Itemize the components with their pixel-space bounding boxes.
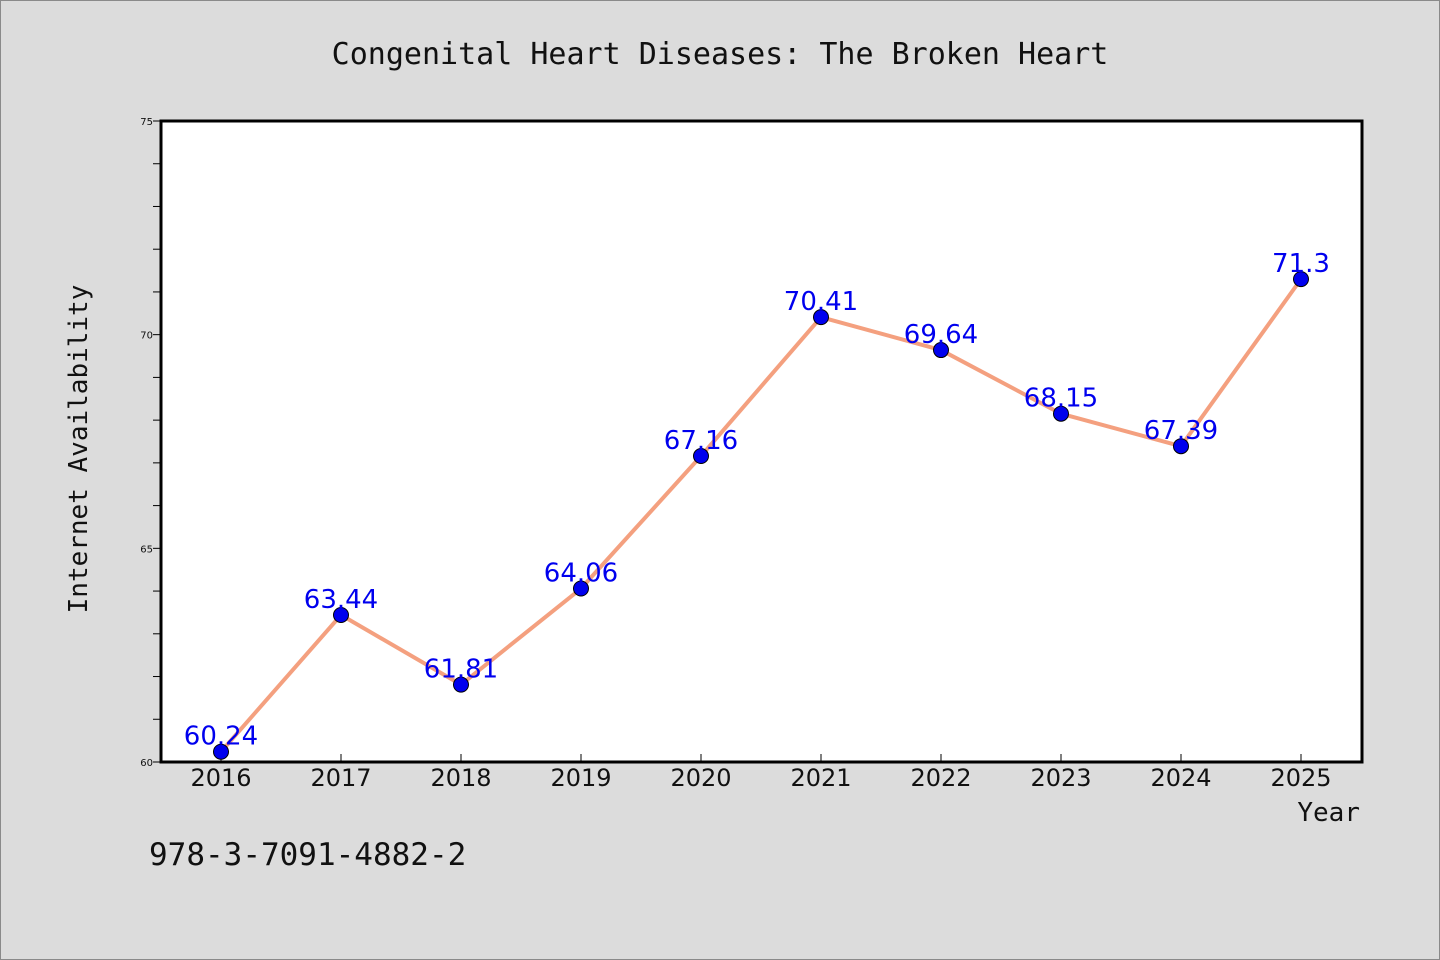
- data-label: 60.24: [184, 722, 258, 752]
- x-tick-label: 2023: [1030, 764, 1091, 792]
- data-label: 67.39: [1144, 416, 1218, 446]
- x-tick-label: 2025: [1270, 764, 1331, 792]
- isbn-note: 978-3-7091-4882-2: [149, 837, 466, 873]
- data-labels: 60.24 63.44 61.81 64.06 67.16 70.41 69.64 68.15…: [184, 249, 1330, 752]
- data-point: [213, 743, 229, 760]
- data-label: 63.44: [304, 585, 378, 615]
- series-line: [219, 277, 1303, 754]
- x-tick-label: 2017: [310, 764, 371, 792]
- data-point: [813, 309, 829, 326]
- x-tick-label: 2018: [430, 764, 491, 792]
- x-tick-label: 2016: [190, 764, 251, 792]
- data-markers: [213, 271, 1309, 760]
- x-tick-label: 2019: [550, 764, 611, 792]
- y-tick-label: 65: [140, 544, 153, 555]
- x-tick-label: 2020: [670, 764, 731, 792]
- data-label: 70.41: [784, 287, 858, 317]
- data-label: 64.06: [544, 559, 618, 589]
- x-tick-label: 2022: [910, 764, 971, 792]
- data-label: 67.16: [664, 426, 738, 456]
- data-point: [933, 342, 949, 359]
- data-point: [1053, 405, 1069, 422]
- data-point: [1173, 438, 1189, 455]
- y-tick-label: 60: [140, 758, 153, 769]
- data-point: [1293, 271, 1309, 288]
- data-point: [333, 606, 349, 623]
- data-point: [573, 580, 589, 597]
- data-label: 68.15: [1024, 384, 1098, 414]
- y-tick-label: 70: [140, 331, 153, 342]
- chart-title: Congenital Heart Diseases: The Broken He…: [332, 37, 1109, 72]
- y-tick-label: 75: [140, 117, 153, 128]
- data-point: [453, 676, 469, 693]
- y-axis: 60 65 70 75: [140, 117, 161, 769]
- data-label: 71.3: [1272, 249, 1330, 279]
- y-axis-label: Internet Availability: [64, 285, 94, 614]
- data-label: 69.64: [904, 320, 978, 350]
- x-axis: 2016 2017 2018 2019 2020 2021 2022 2023 2024 2025: [190, 754, 1332, 792]
- data-label: 61.81: [424, 655, 498, 685]
- data-point: [693, 448, 709, 465]
- x-tick-label: 2024: [1150, 764, 1211, 792]
- x-tick-label: 2021: [790, 764, 851, 792]
- x-axis-label: Year: [1297, 798, 1360, 828]
